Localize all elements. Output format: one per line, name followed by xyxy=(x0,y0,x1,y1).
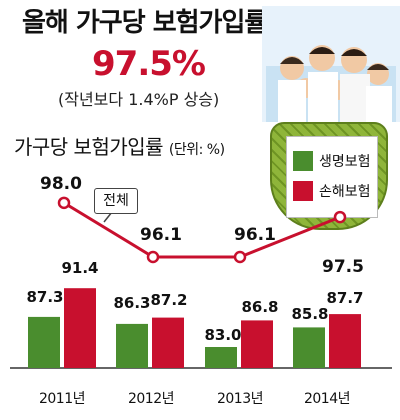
bar-life xyxy=(116,323,148,368)
bar-value-label-nonlife: 87.7 xyxy=(326,289,364,307)
bar-life xyxy=(293,327,325,368)
bar-value-label-life: 87.3 xyxy=(26,288,64,306)
line-series xyxy=(63,201,341,259)
legend-label-nonlife: 손해보험 xyxy=(319,184,371,200)
bar-value-label-nonlife: 87.2 xyxy=(150,291,188,309)
chart-title: 가구당 보험가입률 (단위: %) xyxy=(14,131,225,160)
line-value-label: 96.1 xyxy=(140,225,182,245)
legend-swatch-nonlife xyxy=(293,181,313,201)
bar-nonlife xyxy=(241,320,273,368)
bar-value-label-nonlife: 91.4 xyxy=(61,259,99,277)
bar-nonlife xyxy=(329,314,361,368)
legend-swatch-life xyxy=(293,151,313,171)
bar-value-label-life: 85.8 xyxy=(291,305,329,323)
bar-nonlife xyxy=(152,317,184,368)
bar-life xyxy=(28,316,60,368)
page-title: 올해 가구당 보험가입률 xyxy=(22,8,268,38)
line-series-callout: 전체 xyxy=(94,188,138,214)
line-value-label: 96.1 xyxy=(234,225,276,245)
bar-value-label-life: 83.0 xyxy=(204,326,242,344)
bar-nonlife xyxy=(64,288,96,368)
line-point xyxy=(333,210,347,224)
line-point xyxy=(57,196,71,210)
family-photo xyxy=(262,6,400,122)
chart-unit: (단위: %) xyxy=(168,142,225,158)
headline-rate: 97.5% xyxy=(92,44,206,84)
x-tick-label: 2011년 xyxy=(38,391,86,407)
x-tick-label: 2012년 xyxy=(127,391,175,407)
legend-item-nonlife: 손해보험 xyxy=(293,181,371,201)
bar-life xyxy=(205,347,237,368)
legend-item-life: 생명보험 xyxy=(293,151,371,171)
bar-value-label-life: 86.3 xyxy=(113,294,151,312)
legend: 생명보험 손해보험 xyxy=(286,136,378,218)
x-tick-label: 2013년 xyxy=(216,391,264,407)
line-value-label: 98.0 xyxy=(40,174,82,194)
line-point xyxy=(146,250,160,264)
line-point xyxy=(233,250,247,264)
chart-title-text: 가구당 보험가입률 xyxy=(14,135,164,159)
line-value-label: 97.5 xyxy=(322,257,364,277)
legend-label-life: 생명보험 xyxy=(319,154,371,170)
bar-value-label-nonlife: 86.8 xyxy=(241,298,279,316)
subtitle: (작년보다 1.4%P 상승) xyxy=(58,90,220,109)
x-tick-label: 2014년 xyxy=(303,391,351,407)
